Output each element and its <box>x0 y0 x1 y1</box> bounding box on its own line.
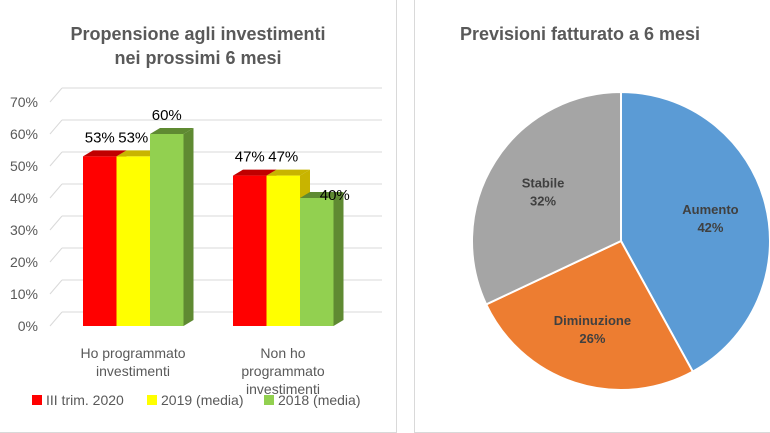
bar-side <box>333 192 344 326</box>
gridline-diagonal <box>49 247 63 263</box>
slice-value: 42% <box>697 220 723 235</box>
gridline-diagonal <box>49 87 63 103</box>
pie-slice <box>620 90 770 373</box>
bar <box>116 156 150 326</box>
pie-slice <box>484 239 695 391</box>
slice-value: 26% <box>579 331 605 346</box>
y-tick-label: 0% <box>18 318 38 334</box>
x-tick-label: investimenti <box>246 381 320 397</box>
title-line: Propensione agli investimenti <box>70 24 326 44</box>
y-tick-label: 70% <box>10 94 38 110</box>
slice-value: 32% <box>530 194 556 209</box>
data-label: 60% <box>152 107 182 124</box>
bar <box>300 198 334 326</box>
legend-label: 2019 (media) <box>161 392 244 408</box>
bar-top <box>300 192 344 198</box>
bar-chart-panel: Propensione agli investimenti nei prossi… <box>0 0 397 433</box>
pie-chart-panel: Previsioni fatturato a 6 mesi Aumento 42%… <box>414 0 770 433</box>
bar <box>150 134 184 326</box>
legend-label: 2018 (media) <box>278 392 361 408</box>
data-label: 53% <box>85 129 115 146</box>
data-label: 47% <box>235 149 265 166</box>
gridline-diagonal <box>49 151 63 167</box>
gridline-diagonal <box>49 119 63 135</box>
bar-top <box>116 150 160 157</box>
y-tick-label: 30% <box>10 222 38 238</box>
data-label: 40% <box>320 187 350 204</box>
y-tick-label: 60% <box>10 126 38 142</box>
legend-item: 2019 (media) <box>147 392 244 408</box>
bar-top <box>266 169 310 176</box>
bar <box>233 175 267 326</box>
slice-label: Diminuzione <box>554 313 631 328</box>
x-tick-label: Ho programmato <box>80 345 185 361</box>
bar-top <box>83 150 127 157</box>
bar <box>266 175 300 326</box>
y-tick-label: 10% <box>10 286 38 302</box>
gridline-diagonal <box>49 183 63 199</box>
legend-item: 2018 (media) <box>264 392 361 408</box>
legend-swatch <box>32 395 42 405</box>
bar <box>83 156 117 326</box>
bar-plot: 0%10%20%30%40%50%60%70%53% 53%60%Ho progr… <box>10 87 382 397</box>
data-label: 53% <box>118 129 148 146</box>
data-label: 47% <box>268 149 298 166</box>
pie-plot: Aumento 42% Diminuzione 26% Stabile 32% <box>471 90 770 391</box>
title-line: nei prossimi 6 mesi <box>114 48 282 68</box>
gridline-diagonal <box>49 279 63 295</box>
y-tick-label: 40% <box>10 190 38 206</box>
bar-top <box>233 169 277 176</box>
slice-label: Aumento <box>682 202 738 217</box>
x-tick-label: investimenti <box>96 363 170 379</box>
gridline-diagonal <box>49 311 63 327</box>
legend-item: III trim. 2020 <box>32 392 124 408</box>
x-tick-label: programmato <box>241 363 324 379</box>
slice-label: Stabile <box>522 176 565 191</box>
bar-top <box>150 128 194 134</box>
y-tick-label: 20% <box>10 254 38 270</box>
legend-swatch <box>264 395 274 405</box>
legend-label: III trim. 2020 <box>46 392 124 408</box>
legend-swatch <box>147 395 157 405</box>
pie-slice <box>471 90 622 306</box>
pie-chart-title: Previsioni fatturato a 6 mesi <box>459 24 701 44</box>
x-tick-label: Non ho <box>260 345 305 361</box>
gridline-diagonal <box>49 215 63 231</box>
y-tick-label: 50% <box>10 158 38 174</box>
bar-side <box>183 128 194 326</box>
bar-chart-title: Propensione agli investimenti nei prossi… <box>0 22 396 70</box>
